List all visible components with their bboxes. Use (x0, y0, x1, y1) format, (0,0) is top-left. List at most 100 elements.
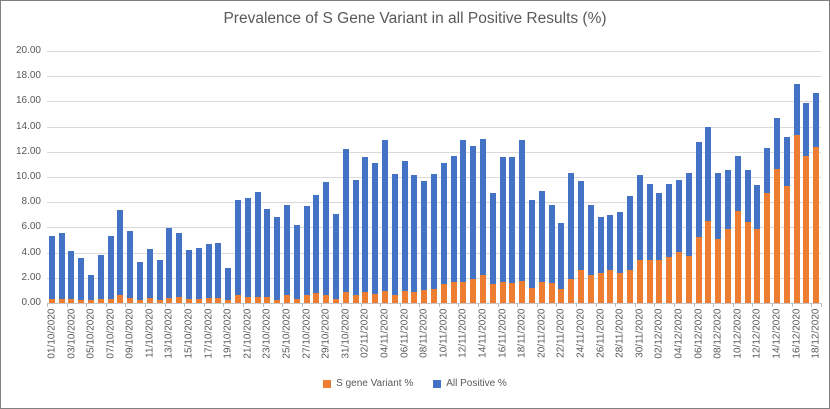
all-positive-bar[interactable] (597, 217, 604, 303)
all-positive-bar[interactable] (450, 156, 457, 303)
s-gene-variant-bar[interactable] (587, 274, 594, 303)
all-positive-bar[interactable] (411, 175, 418, 303)
all-positive-bar[interactable] (293, 224, 300, 303)
s-gene-variant-bar[interactable] (470, 279, 477, 303)
all-positive-bar[interactable] (254, 192, 261, 303)
s-gene-variant-bar[interactable] (166, 297, 173, 303)
all-positive-bar[interactable] (264, 208, 271, 303)
all-positive-bar[interactable] (244, 197, 251, 303)
all-positive-bar[interactable] (636, 175, 643, 303)
s-gene-variant-bar[interactable] (646, 260, 653, 303)
s-gene-variant-bar[interactable] (411, 292, 418, 303)
all-positive-bar[interactable] (587, 204, 594, 303)
all-positive-bar[interactable] (626, 195, 633, 303)
s-gene-variant-bar[interactable] (568, 279, 575, 303)
s-gene-variant-bar[interactable] (186, 298, 193, 303)
all-positive-bar[interactable] (235, 200, 242, 303)
s-gene-variant-bar[interactable] (636, 259, 643, 303)
all-positive-bar[interactable] (715, 172, 722, 303)
all-positive-bar[interactable] (58, 233, 65, 303)
all-positive-bar[interactable] (705, 126, 712, 303)
s-gene-variant-bar[interactable] (744, 221, 751, 303)
all-positive-bar[interactable] (401, 160, 408, 303)
all-positive-bar[interactable] (78, 257, 85, 303)
all-positive-bar[interactable] (146, 249, 153, 303)
s-gene-variant-bar[interactable] (137, 299, 144, 303)
s-gene-variant-bar[interactable] (724, 228, 731, 303)
s-gene-variant-bar[interactable] (813, 146, 820, 303)
all-positive-bar[interactable] (548, 204, 555, 303)
s-gene-variant-bar[interactable] (431, 289, 437, 303)
s-gene-variant-bar[interactable] (489, 284, 496, 303)
all-positive-bar[interactable] (499, 156, 506, 303)
all-positive-bar[interactable] (528, 199, 535, 303)
all-positive-bar[interactable] (558, 223, 565, 303)
s-gene-variant-bar[interactable] (313, 292, 320, 303)
all-positive-bar[interactable] (333, 214, 340, 303)
all-positive-bar[interactable] (372, 162, 379, 303)
s-gene-variant-bar[interactable] (548, 282, 555, 303)
s-gene-variant-bar[interactable] (205, 297, 212, 303)
s-gene-variant-bar[interactable] (450, 281, 457, 303)
all-positive-bar[interactable] (97, 254, 104, 303)
all-positive-bar[interactable] (646, 183, 653, 303)
s-gene-variant-bar[interactable] (528, 287, 535, 303)
all-positive-bar[interactable] (538, 190, 545, 303)
s-gene-variant-bar[interactable] (48, 298, 55, 303)
s-gene-variant-bar[interactable] (754, 229, 761, 303)
all-positive-bar[interactable] (519, 139, 526, 303)
legend-item-s-gene-variant[interactable]: S gene Variant % (323, 378, 413, 389)
all-positive-bar[interactable] (205, 243, 212, 303)
s-gene-variant-bar[interactable] (391, 294, 398, 303)
all-positive-bar[interactable] (225, 268, 232, 303)
s-gene-variant-bar[interactable] (440, 284, 447, 303)
all-positive-bar[interactable] (675, 180, 682, 303)
s-gene-variant-bar[interactable] (352, 294, 359, 303)
s-gene-variant-bar[interactable] (793, 134, 800, 303)
s-gene-variant-bar[interactable] (558, 288, 565, 303)
s-gene-variant-bar[interactable] (538, 282, 545, 303)
s-gene-variant-bar[interactable] (656, 260, 663, 303)
all-positive-bar[interactable] (382, 140, 388, 303)
s-gene-variant-bar[interactable] (626, 269, 633, 303)
all-positive-bar[interactable] (215, 242, 222, 303)
s-gene-variant-bar[interactable] (705, 221, 712, 303)
s-gene-variant-bar[interactable] (666, 257, 673, 303)
s-gene-variant-bar[interactable] (254, 296, 261, 303)
all-positive-bar[interactable] (195, 248, 202, 303)
s-gene-variant-bar[interactable] (107, 298, 114, 303)
all-positive-bar[interactable] (695, 141, 702, 303)
s-gene-variant-bar[interactable] (293, 299, 300, 303)
s-gene-variant-bar[interactable] (695, 236, 702, 303)
s-gene-variant-bar[interactable] (715, 239, 722, 303)
s-gene-variant-bar[interactable] (607, 270, 614, 303)
s-gene-variant-bar[interactable] (499, 281, 506, 303)
s-gene-variant-bar[interactable] (685, 255, 692, 303)
s-gene-variant-bar[interactable] (303, 294, 310, 303)
all-positive-bar[interactable] (313, 195, 320, 303)
s-gene-variant-bar[interactable] (127, 297, 134, 303)
s-gene-variant-bar[interactable] (244, 297, 251, 303)
s-gene-variant-bar[interactable] (734, 211, 741, 303)
all-positive-bar[interactable] (460, 140, 467, 303)
s-gene-variant-bar[interactable] (362, 292, 369, 303)
s-gene-variant-bar[interactable] (146, 297, 153, 303)
s-gene-variant-bar[interactable] (68, 298, 75, 303)
all-positive-bar[interactable] (568, 173, 575, 303)
all-positive-bar[interactable] (685, 173, 692, 303)
all-positive-bar[interactable] (176, 233, 183, 303)
all-positive-bar[interactable] (656, 193, 663, 303)
all-positive-bar[interactable] (362, 157, 369, 303)
s-gene-variant-bar[interactable] (195, 298, 202, 303)
s-gene-variant-bar[interactable] (617, 272, 624, 303)
s-gene-variant-bar[interactable] (460, 282, 467, 303)
all-positive-bar[interactable] (48, 236, 55, 303)
s-gene-variant-bar[interactable] (577, 269, 584, 303)
all-positive-bar[interactable] (127, 230, 134, 303)
all-positive-bar[interactable] (117, 210, 124, 303)
legend-item-all-positive[interactable]: All Positive % (433, 378, 507, 389)
s-gene-variant-bar[interactable] (274, 299, 281, 303)
s-gene-variant-bar[interactable] (264, 296, 271, 303)
s-gene-variant-bar[interactable] (97, 298, 104, 303)
s-gene-variant-bar[interactable] (764, 193, 771, 303)
